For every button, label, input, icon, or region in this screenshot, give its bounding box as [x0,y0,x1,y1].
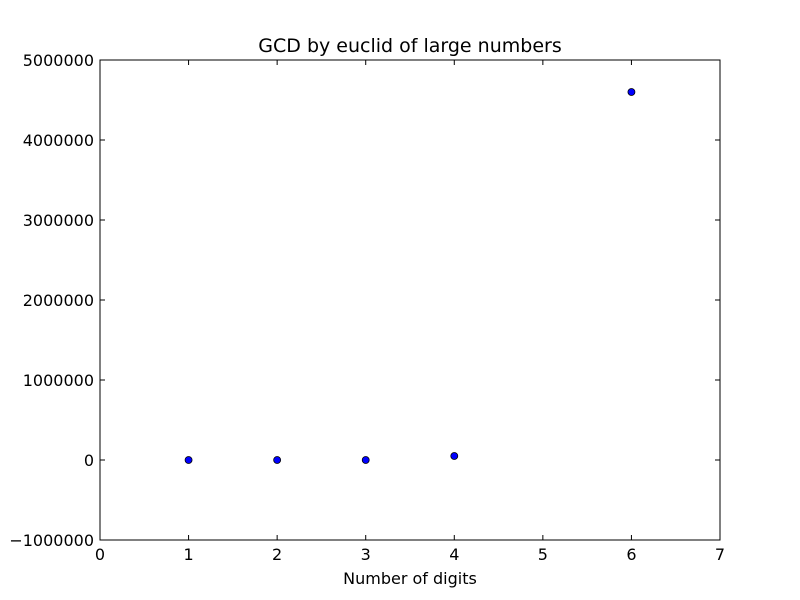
y-tick-label: 2000000 [23,291,94,310]
x-axis-label: Number of digits [343,569,477,588]
x-tick-label: 7 [715,545,725,564]
data-point [361,456,370,464]
x-tick-label: 0 [95,545,105,564]
data-point [627,88,636,96]
x-tick-label: 4 [449,545,459,564]
x-tick-label: 5 [538,545,548,564]
axis-ticks [99,59,721,541]
data-point [450,452,459,460]
y-tick-label: 0 [84,451,94,470]
x-tick-labels: 0 1 2 3 4 5 6 7 [95,545,725,564]
x-tick-label: 1 [183,545,193,564]
y-tick-label: 4000000 [23,131,94,150]
x-tick-label: 6 [626,545,636,564]
data-point [184,456,193,464]
x-tick-label: 3 [361,545,371,564]
y-tick-label: −1000000 [9,531,94,550]
plot-area [99,59,721,541]
x-tick-label: 2 [272,545,282,564]
data-point [273,456,282,464]
y-tick-labels: −1000000 0 1000000 2000000 3000000 4000000 500… [9,51,94,550]
y-tick-label: 1000000 [23,371,94,390]
data-points [184,88,636,464]
chart-title: GCD by euclid of large numbers [258,35,561,57]
y-tick-label: 5000000 [23,51,94,70]
y-tick-label: 3000000 [23,211,94,230]
